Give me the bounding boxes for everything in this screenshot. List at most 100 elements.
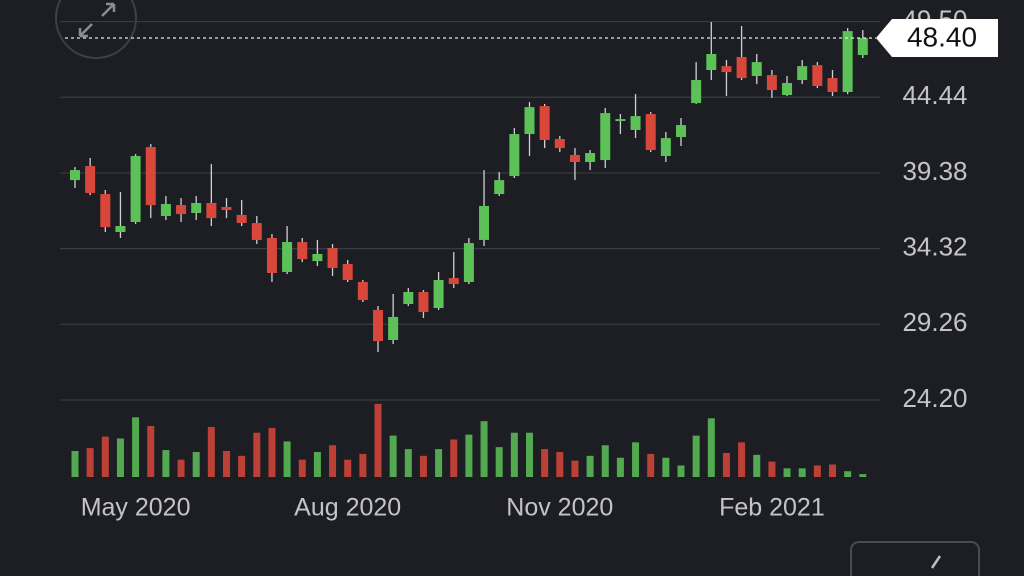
x-tick-label: Feb 2021: [719, 494, 825, 522]
candle-body: [403, 291, 414, 304]
volume-bar: [313, 451, 321, 477]
candle-body: [145, 147, 156, 206]
candle-body: [266, 237, 277, 273]
candle-body: [766, 75, 777, 91]
y-tick-label: 44.44: [902, 80, 967, 110]
y-tick-label: 34.32: [902, 231, 967, 261]
candle-body: [827, 78, 838, 92]
volume-bar: [707, 418, 715, 477]
candle-body: [388, 316, 399, 341]
volume-bar: [798, 468, 806, 477]
last-price-label: 48.40: [907, 21, 977, 52]
x-tick-label: Aug 2020: [294, 494, 401, 522]
candle-body: [130, 156, 141, 222]
x-tick-label: Nov 2020: [506, 494, 613, 522]
candle-body: [645, 113, 656, 151]
volume-bar: [783, 468, 791, 477]
volume-bar: [329, 445, 337, 477]
candle-body: [191, 202, 202, 214]
volume-bar: [404, 449, 412, 477]
candle-body: [736, 56, 747, 79]
candle-body: [312, 254, 323, 262]
volume-bar: [541, 449, 549, 477]
candle-body: [282, 242, 293, 272]
candle-body: [782, 83, 793, 95]
volume-bar: [738, 442, 746, 477]
volume-bar: [586, 455, 594, 477]
candle-body: [221, 207, 232, 211]
volume-bar: [132, 417, 140, 477]
volume-bar: [207, 426, 215, 477]
volume-bar: [116, 438, 124, 477]
candle-body: [373, 309, 383, 342]
candle-body: [418, 291, 429, 313]
candle-body: [479, 205, 490, 240]
candle-body: [463, 243, 474, 282]
candle-body: [236, 214, 247, 224]
volume-bar: [192, 451, 200, 477]
volume-bar: [374, 403, 382, 477]
volume-bar: [389, 435, 397, 477]
volume-bar: [268, 427, 276, 477]
last-price-tag: [876, 18, 998, 57]
volume-bar: [647, 453, 655, 477]
volume-bar: [601, 445, 609, 477]
y-tick-label: 29.26: [902, 307, 967, 337]
candle-body: [509, 134, 520, 177]
candle-body: [585, 153, 596, 163]
volume-bar: [616, 457, 624, 477]
candle-body: [842, 31, 853, 92]
volume-bar: [419, 455, 427, 477]
candle-body: [721, 66, 732, 73]
volume-bar: [177, 459, 185, 477]
volume-bar: [223, 451, 230, 477]
y-tick-label: 24.20: [902, 383, 967, 413]
candle-body: [327, 248, 338, 269]
volume-bar: [101, 436, 109, 477]
candle-body: [751, 62, 762, 76]
volume-bar: [359, 453, 367, 477]
candle-body: [70, 170, 80, 181]
candle-body: [539, 106, 550, 141]
volume-bar: [435, 449, 443, 477]
candle-body: [554, 138, 565, 149]
candle-body: [569, 154, 580, 163]
candle-body: [357, 281, 368, 301]
candle-body: [615, 119, 626, 122]
candle-body: [115, 226, 126, 233]
volume-bar: [450, 439, 458, 477]
candle-body: [251, 223, 262, 240]
volume-bar: [753, 454, 761, 477]
candle-body: [448, 278, 459, 285]
candle-body: [524, 107, 535, 135]
volume-bar: [71, 451, 79, 477]
volume-bar: [632, 442, 640, 477]
volume-bar: [298, 459, 306, 477]
candle-body: [433, 280, 444, 309]
volume-bar: [844, 471, 852, 477]
volume-bar: [253, 432, 261, 477]
candle-body: [160, 204, 171, 217]
candle-body: [100, 194, 111, 228]
expand-button[interactable]: [55, 0, 137, 59]
volume-bar: [722, 452, 730, 477]
candle-body: [297, 242, 308, 260]
volume-bar: [692, 435, 700, 477]
candle-body: [494, 180, 505, 195]
volume-bar: [571, 460, 579, 477]
candle-body: [660, 138, 671, 157]
candle-body: [600, 113, 611, 161]
volume-bar: [813, 465, 821, 477]
candle-body: [812, 65, 823, 87]
volume-bar: [510, 432, 518, 477]
settings-button[interactable]: [850, 541, 980, 576]
volume-bar: [859, 474, 867, 477]
candle-body: [797, 66, 808, 81]
volume-bar: [662, 457, 670, 477]
volume-bar: [465, 434, 473, 477]
candle-body: [706, 54, 717, 71]
candle-body: [342, 264, 353, 281]
volume-bar: [829, 464, 836, 477]
